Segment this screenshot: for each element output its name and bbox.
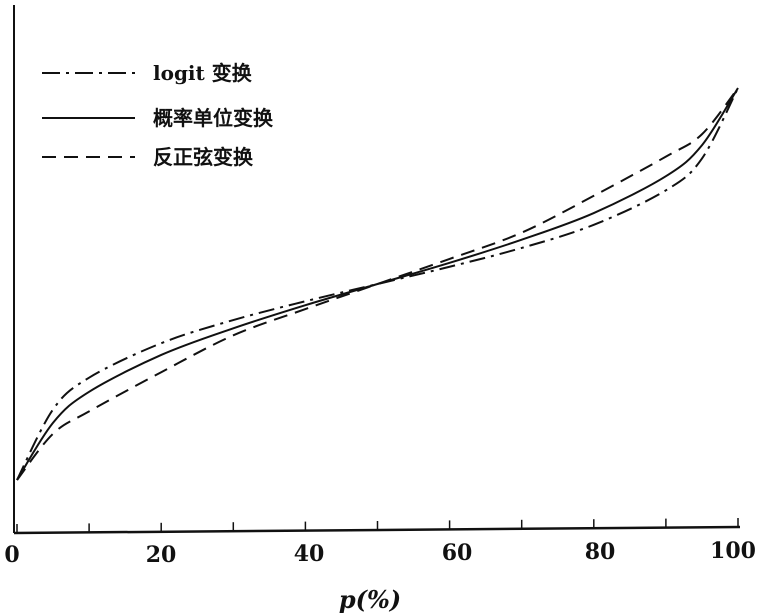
x-tick-label: 80	[585, 539, 616, 565]
x-axis-label: p(%)	[339, 585, 401, 614]
legend-label-arcsin: 反正弦变换	[153, 145, 254, 169]
series-line-1	[16, 87, 739, 481]
x-tick-label: 40	[294, 541, 325, 567]
legend-label-probit: 概率单位变换	[153, 106, 274, 130]
series-line-0	[16, 87, 739, 481]
x-tick-label: 0	[4, 542, 19, 568]
legend-label-logit: logit 变换	[153, 61, 253, 85]
x-tick-label: 60	[442, 540, 473, 566]
x-tick-label: 100	[710, 538, 756, 564]
legend: logit 变换 概率单位变换 反正弦变换	[42, 61, 274, 169]
x-tick-label: 20	[146, 542, 177, 568]
series-line-2	[16, 87, 739, 481]
